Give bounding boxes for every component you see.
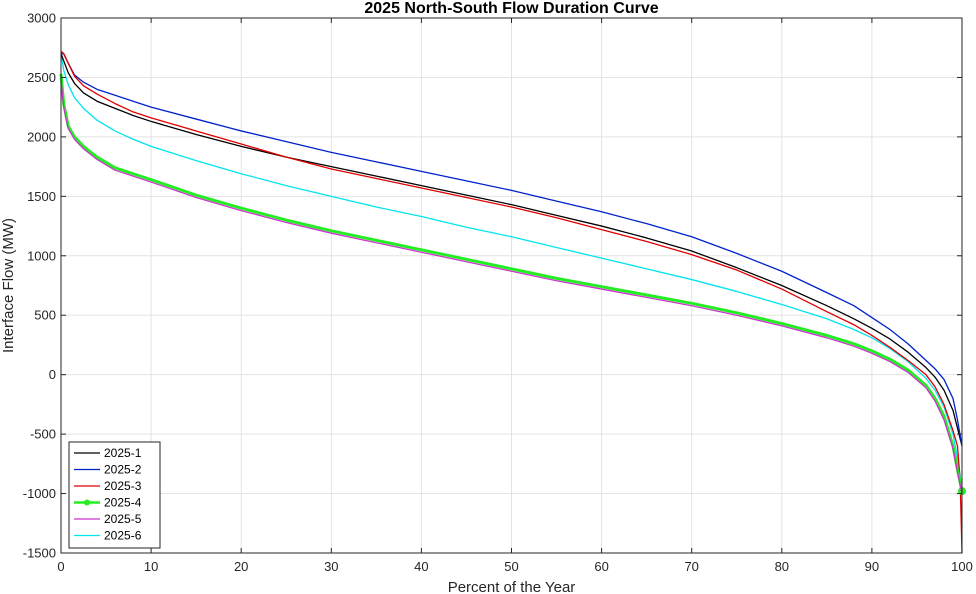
series-line-2025-5: [60, 79, 963, 494]
series-line-2025-2: [61, 53, 963, 447]
y-tick-label: 1000: [27, 248, 56, 263]
legend-label-2025-6: 2025-6: [104, 529, 142, 543]
legend-marker-2025-4: [84, 499, 90, 506]
x-tick-label: 50: [504, 559, 518, 574]
y-tick-label: 0: [49, 367, 56, 382]
x-tick-label: 30: [324, 559, 338, 574]
legend-label-2025-1: 2025-1: [104, 446, 142, 460]
y-tick-label: -500: [30, 427, 56, 442]
legend-label-2025-5: 2025-5: [104, 512, 142, 526]
y-axis-title: Interface Flow (MW): [0, 218, 17, 353]
legend: 2025-1 2025-2 2025-3 2025-4 2025-5 2025-6: [68, 441, 161, 549]
x-tick-label: 0: [57, 559, 64, 574]
x-axis-title: Percent of the Year: [448, 579, 576, 594]
x-tick-label: 80: [775, 559, 789, 574]
x-tick-label: 90: [865, 559, 879, 574]
x-tick-label: 40: [414, 559, 428, 574]
tick-layer: 0 10 20 30 40 50 60 70 80 90 100 -1500 -1000 -500 0 500…: [23, 11, 973, 575]
y-tick-label: 2000: [27, 129, 56, 144]
y-tick-label: -1000: [23, 486, 56, 501]
series-line-2025-3: [60, 50, 963, 554]
series-layer: [59, 50, 966, 554]
y-tick-label: 500: [34, 308, 56, 323]
legend-label-2025-3: 2025-3: [104, 479, 142, 493]
series-line-2025-1: [60, 53, 963, 447]
legend-label-2025-2: 2025-2: [104, 463, 142, 477]
x-tick-label: 70: [684, 559, 698, 574]
y-tick-label: 2500: [27, 70, 56, 85]
y-tick-label: 3000: [27, 11, 56, 26]
x-tick-label: 20: [234, 559, 248, 574]
series-line-2025-6: [60, 51, 963, 488]
x-tick-label: 60: [594, 559, 608, 574]
y-tick-label: 1500: [27, 189, 56, 204]
x-tick-label: 10: [144, 559, 158, 574]
series-line-2025-4: [59, 73, 964, 492]
legend-label-2025-4: 2025-4: [104, 496, 142, 510]
x-tick-label: 100: [951, 559, 973, 574]
chart-title: 2025 North-South Flow Duration Curve: [364, 0, 658, 17]
legend-box: [68, 441, 161, 549]
y-tick-label: -1500: [23, 546, 56, 561]
